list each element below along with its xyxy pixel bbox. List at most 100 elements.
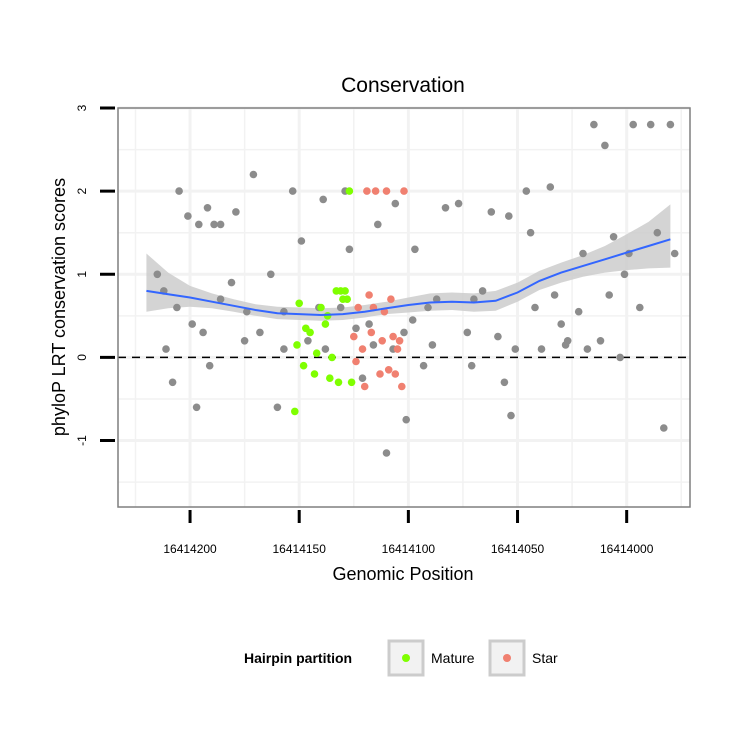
point-star (391, 370, 400, 378)
point-mature (306, 328, 314, 337)
point-other (280, 345, 288, 353)
legend-label-star: Star (532, 650, 558, 666)
point-other (162, 345, 170, 353)
point-other (365, 320, 373, 328)
x-tick-label: 16414050 (491, 542, 545, 556)
legend-key-star (488, 639, 526, 677)
y-tick-label: -1 (75, 435, 89, 446)
point-star (387, 295, 395, 304)
x-tick-label: 16414100 (382, 542, 436, 556)
point-other (273, 403, 282, 412)
point-other (288, 187, 297, 195)
point-other (511, 345, 520, 353)
point-other (590, 120, 598, 129)
point-star (376, 370, 384, 378)
point-other (243, 307, 251, 316)
y-tick-label: 1 (75, 271, 89, 278)
legend-title: Hairpin partition (244, 650, 352, 666)
point-other (227, 278, 236, 287)
point-other (609, 233, 618, 241)
point-mature (312, 349, 321, 358)
y-tick-label: 2 (75, 187, 89, 194)
point-mature (334, 378, 343, 387)
point-other (345, 245, 354, 254)
point-mature (293, 341, 301, 349)
point-other (297, 237, 306, 245)
point-other (526, 228, 535, 237)
point-mature (343, 295, 352, 304)
point-other (400, 328, 408, 337)
point-other (216, 295, 225, 304)
point-other (478, 287, 487, 295)
point-other (408, 316, 417, 324)
point-star (358, 345, 367, 353)
point-star (352, 357, 360, 366)
point-other (646, 120, 655, 129)
point-star (384, 366, 393, 374)
point-other (319, 195, 328, 204)
point-other (500, 378, 509, 387)
point-other (441, 204, 450, 212)
point-mature (310, 370, 319, 378)
point-other (467, 361, 476, 370)
point-other (188, 320, 196, 328)
point-other (653, 228, 662, 237)
point-mature (347, 378, 356, 387)
point-other (522, 187, 531, 195)
point-other (199, 328, 207, 337)
point-other (579, 249, 587, 258)
point-star (389, 332, 397, 341)
point-other (546, 183, 555, 191)
point-other (184, 212, 192, 220)
point-other (616, 353, 624, 362)
point-star (378, 337, 387, 345)
point-mature (295, 299, 304, 308)
point-star (400, 187, 408, 195)
point-other (463, 328, 472, 337)
point-other (168, 378, 177, 387)
point-other (240, 337, 249, 345)
point-other (574, 307, 583, 316)
point-other (428, 341, 437, 349)
point-other (321, 345, 330, 353)
point-other (419, 361, 428, 370)
point-other (432, 295, 441, 304)
point-other (494, 332, 502, 341)
x-tick-label: 16414200 (163, 542, 217, 556)
point-other (267, 270, 275, 279)
point-other (153, 270, 162, 279)
chart-title: Conservation (341, 74, 465, 97)
point-other (249, 170, 258, 179)
point-mature (345, 187, 354, 195)
point-other (470, 295, 478, 304)
point-other (629, 120, 637, 129)
axes: 16414200 16414150 16414100 16414050 16414000… (75, 104, 654, 556)
point-other (636, 303, 644, 312)
point-star (398, 382, 406, 391)
x-axis-title: Genomic Position (332, 564, 473, 584)
legend-mature-swatch (402, 654, 410, 662)
point-other (382, 449, 391, 457)
point-star (367, 328, 376, 337)
point-other (666, 120, 675, 129)
point-other (173, 303, 181, 312)
point-other (203, 204, 212, 212)
legend-label-mature: Mature (431, 650, 475, 666)
point-other (670, 249, 679, 258)
point-other (205, 361, 214, 370)
point-other (550, 291, 559, 299)
point-mature (299, 361, 308, 370)
point-star (354, 303, 363, 312)
point-mature (326, 374, 334, 383)
point-other (336, 303, 345, 312)
point-other (232, 208, 240, 216)
point-other (304, 337, 312, 345)
point-star (382, 187, 391, 195)
point-other (454, 199, 463, 208)
x-tick-label: 16414150 (273, 542, 327, 556)
legend: Hairpin partition Mature Star (244, 639, 558, 677)
point-star (365, 291, 373, 299)
smooth-trend-line (146, 238, 671, 317)
y-tick-label: 3 (75, 104, 89, 111)
